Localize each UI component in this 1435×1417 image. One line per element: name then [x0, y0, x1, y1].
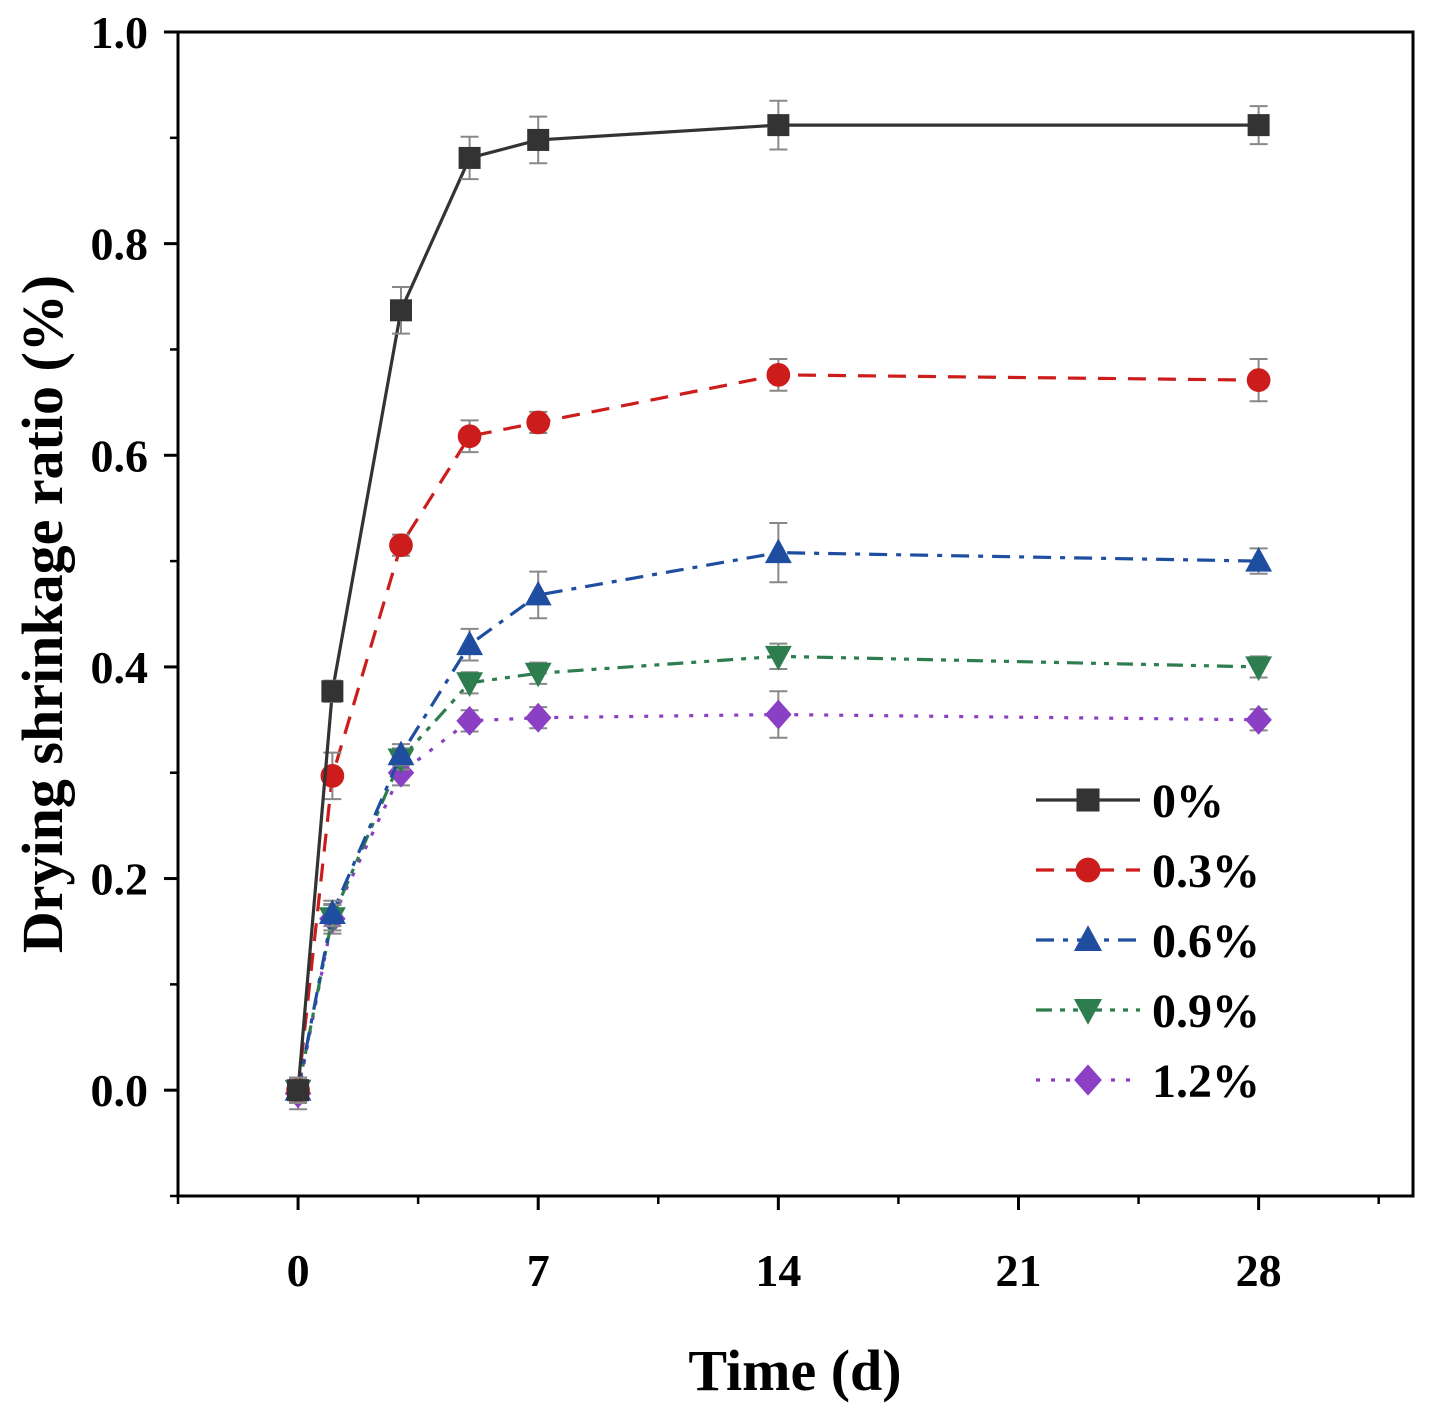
data-point	[524, 702, 552, 733]
y-tick-label: 0.2	[91, 854, 149, 905]
legend-entry: 0.3%	[1036, 845, 1260, 898]
legend-marker	[1075, 857, 1101, 883]
data-point	[765, 699, 792, 730]
data-point	[456, 630, 484, 656]
data-point	[526, 410, 551, 435]
data-point	[389, 299, 412, 322]
legend-entry: 0%	[1036, 775, 1224, 828]
x-tick-label: 7	[527, 1245, 550, 1296]
data-point	[458, 146, 481, 169]
y-tick-label: 0.6	[91, 430, 149, 481]
legend-marker	[1073, 925, 1103, 951]
series-0pct	[287, 99, 1270, 1104]
data-point	[321, 680, 344, 703]
x-tick-label: 0	[287, 1245, 310, 1296]
y-tick-label: 0.4	[91, 642, 149, 693]
data-point	[764, 645, 792, 671]
y-tick-label: 0.0	[91, 1065, 149, 1116]
data-point	[456, 705, 483, 736]
legend-label: 0.9%	[1152, 985, 1260, 1038]
legend-entry: 0.6%	[1036, 915, 1260, 968]
data-point	[1245, 656, 1273, 682]
x-tick-label: 21	[995, 1245, 1041, 1296]
y-tick-label: 0.8	[91, 219, 149, 270]
data-point	[1245, 546, 1273, 572]
data-point	[318, 899, 346, 924]
legend-label: 0.6%	[1152, 915, 1260, 968]
legend-marker	[1074, 1064, 1102, 1096]
data-point	[767, 114, 790, 137]
x-tick-label: 14	[755, 1245, 801, 1296]
y-tick-label: 1.0	[91, 7, 149, 58]
legend-label: 0.3%	[1152, 845, 1260, 898]
legend-label: 0%	[1152, 775, 1224, 828]
y-axis-title: Drying shrinkage ratio (%)	[10, 275, 75, 953]
legend-marker	[1073, 999, 1103, 1025]
data-point	[457, 424, 482, 449]
data-point	[766, 363, 791, 387]
series-line	[296, 712, 1259, 1094]
plot-frame	[176, 30, 1415, 1198]
x-axis-title: Time (d)	[688, 1338, 901, 1403]
series-1-2pct	[284, 690, 1272, 1111]
legend-entry: 1.2%	[1036, 1055, 1260, 1108]
data-point	[1246, 368, 1271, 392]
legend: 0% 0.3% 0.6% 0.9% 1.2%	[1036, 775, 1260, 1108]
data-point	[1245, 704, 1272, 735]
data-point	[527, 128, 550, 151]
data-point	[456, 672, 484, 697]
legend-label: 1.2%	[1152, 1055, 1260, 1108]
legend-marker	[1076, 788, 1100, 812]
data-point	[1247, 114, 1270, 137]
series-line	[296, 123, 1259, 1091]
legend-entry: 0.9%	[1036, 985, 1260, 1038]
data-point	[389, 533, 413, 558]
x-tick-label: 28	[1236, 1245, 1282, 1296]
data-point	[387, 740, 415, 766]
data-point	[524, 662, 552, 688]
data-point	[287, 1079, 310, 1102]
data-point	[764, 538, 792, 564]
data-point	[524, 580, 552, 606]
series-0-6pct	[284, 521, 1273, 1102]
